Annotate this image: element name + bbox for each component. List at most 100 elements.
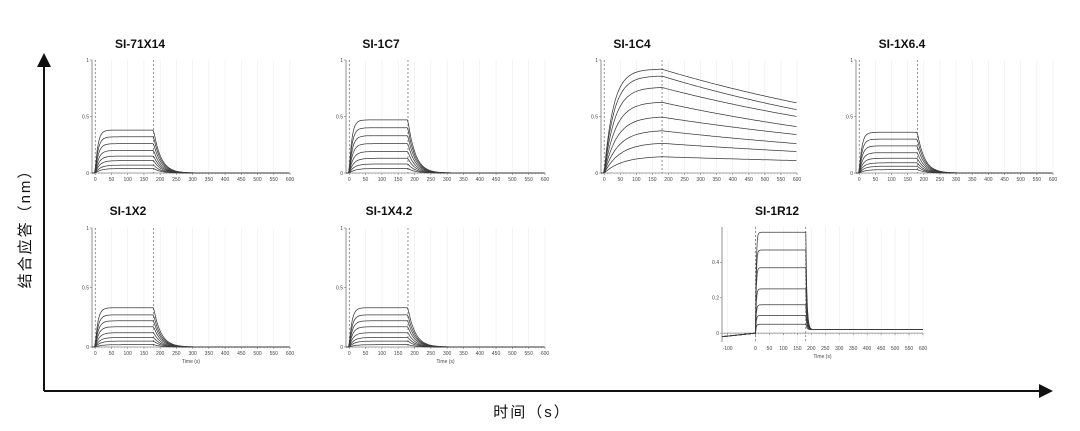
series-line [601,130,797,174]
x-tick-label: 400 [476,351,485,357]
panel-0: SI-71X14 0 0.5 1 0 50 100 150 200 250 300 350 400 450… [82,37,294,183]
x-tick-label: 600 [286,177,295,183]
x-tick-label: 50 [109,177,115,183]
x-tick-label: 0 [603,177,606,183]
x-tick-label: 300 [696,177,705,183]
y-tick-label: 0 [86,171,89,177]
series-line [346,344,545,348]
series-line [601,143,797,174]
y-tick-label: 1 [850,58,853,64]
y-tick-label: 0.5 [336,285,343,291]
y-tick-label: 1 [86,58,89,64]
panel-5: SI-1X4.2 0 0.5 1 0 50 100 150 200 250 300 350 400 450… [336,204,549,365]
x-tick-label: 550 [270,177,279,183]
panel-6: SI-1R12 0 0.2 0.4 -100 0 50 100 150 200 250 300 350 4… [712,204,927,360]
series-line [721,323,923,338]
x-tick-label: 50 [767,346,773,352]
x-tick-label: 500 [1017,177,1026,183]
y-tick-label: 0.2 [712,296,719,302]
series-line [346,326,545,348]
x-tick-label: 100 [378,351,387,357]
x-tick-label: 550 [525,177,534,183]
series-line [92,155,290,174]
x-tick-label: 600 [541,177,550,183]
series-line [856,169,1053,174]
panel-title: SI-1R12 [755,204,799,218]
panel-title: SI-1C4 [613,37,651,51]
series-line [601,101,797,174]
series-line [721,304,923,338]
y-tick-label: 0.5 [846,114,853,120]
x-tick-label: 200 [920,177,929,183]
series-line [601,156,797,174]
series-line [346,168,545,174]
panel-2: SI-1C4 0 0.5 1 0 50 100 150 200 250 300 350 400 450 50… [591,37,801,183]
x-tick-label: 450 [1000,177,1009,183]
x-tick-label: -100 [723,346,733,352]
y-tick-label: 0.4 [712,260,719,266]
x-tick-label: 200 [410,177,419,183]
figure-y-axis-title: 结合应答（nm） [16,162,34,289]
series-line [601,68,797,174]
series-line [721,249,923,338]
series-line [92,344,290,348]
series-line [92,337,290,348]
series-line [721,231,923,338]
x-tick-label: 100 [378,177,387,183]
x-tick-label: 200 [807,346,816,352]
x-axis-label: Time (s) [182,359,200,365]
series-line [346,340,545,348]
x-tick-label: 250 [427,177,436,183]
series-line [92,150,290,174]
x-tick-label: 0 [754,346,757,352]
x-tick-label: 400 [221,177,230,183]
series-line [92,136,290,174]
x-tick-label: 500 [508,351,517,357]
x-tick-label: 500 [508,177,517,183]
x-tick-label: 250 [427,351,436,357]
x-tick-label: 400 [863,346,872,352]
y-tick-label: 0 [595,171,598,177]
y-tick-label: 0 [716,331,719,337]
series-line [92,340,290,348]
x-tick-label: 0 [858,177,861,183]
y-tick-label: 1 [340,226,343,232]
y-tick-label: 0 [340,345,343,351]
x-tick-label: 50 [363,351,369,357]
series-line [346,127,545,174]
y-tick-label: 1 [86,226,89,232]
x-tick-label: 450 [745,177,754,183]
y-tick-label: 0.5 [336,114,343,120]
series-line [601,75,797,174]
x-tick-label: 400 [221,351,230,357]
series-line [92,168,290,174]
x-tick-label: 350 [205,177,214,183]
x-tick-label: 100 [124,351,133,357]
x-tick-label: 150 [140,177,149,183]
series-line [601,87,797,174]
x-tick-label: 100 [632,177,641,183]
x-tick-label: 250 [172,177,181,183]
x-tick-label: 600 [919,346,928,352]
y-tick-label: 1 [340,58,343,64]
x-tick-label: 150 [394,177,403,183]
series-line [856,157,1053,174]
x-tick-label: 500 [891,346,900,352]
x-tick-label: 150 [140,351,149,357]
x-tick-label: 350 [459,351,468,357]
x-tick-label: 0 [94,177,97,183]
x-tick-label: 500 [253,177,262,183]
panel-title: SI-1X4.2 [366,204,413,218]
x-tick-label: 450 [237,177,246,183]
panel-title: SI-71X14 [115,37,165,51]
series-line [346,151,545,174]
series-line [721,267,923,338]
x-tick-label: 600 [541,351,550,357]
y-tick-label: 1 [595,58,598,64]
y-tick-label: 0 [850,171,853,177]
x-tick-label: 200 [156,177,165,183]
x-tick-label: 550 [905,346,914,352]
x-tick-label: 550 [777,177,786,183]
